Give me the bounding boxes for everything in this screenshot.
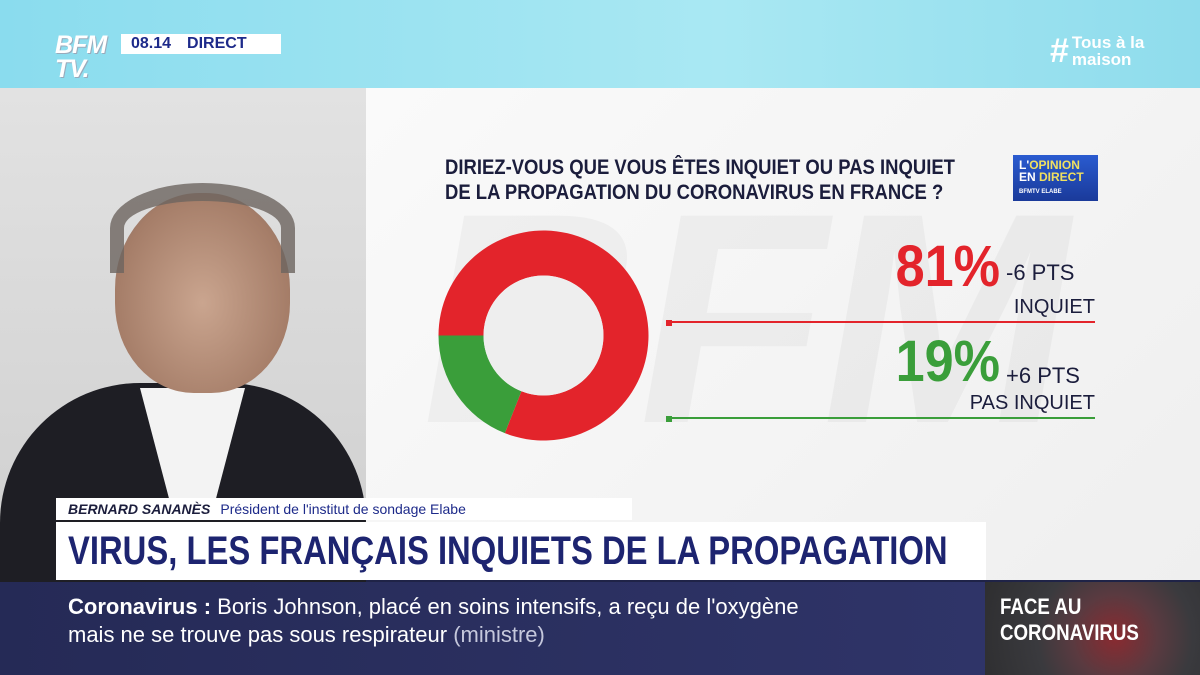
question-line2: DE LA PROPAGATION DU CORONAVIRUS EN FRAN… bbox=[445, 181, 944, 204]
headline-text: VIRUS, LES FRANÇAIS INQUIETS DE LA PROPA… bbox=[68, 529, 948, 573]
category-label-pas-inquiet: PAS INQUIET bbox=[969, 392, 1095, 414]
donut-chart bbox=[438, 230, 649, 441]
category-label-inquiet: INQUIET bbox=[1013, 296, 1095, 318]
ticker-topic: Coronavirus : bbox=[68, 594, 212, 619]
hashtag-line2: maison bbox=[1071, 50, 1132, 69]
guest-hair bbox=[110, 183, 295, 273]
news-ticker: Coronavirus : Boris Johnson, placé en so… bbox=[0, 582, 985, 675]
value-label-inquiet: 81% bbox=[895, 234, 1000, 299]
donut-slice-pas-inquiet bbox=[438, 335, 522, 434]
live-label: DIRECT bbox=[187, 35, 247, 52]
clock-time: 08.14 bbox=[131, 35, 172, 52]
divider-inquiet bbox=[668, 321, 1095, 323]
question-line1: DIRIEZ-VOUS QUE VOUS ÊTES INQUIET OU PAS… bbox=[445, 156, 955, 179]
program-line2: CORONAVIRUS bbox=[1000, 620, 1139, 645]
ticker-line1: Boris Johnson, placé en soins intensifs,… bbox=[217, 594, 799, 619]
program-title-box: FACE AU CORONAVIRUS bbox=[985, 582, 1200, 675]
legend-marker-inquiet bbox=[666, 320, 672, 326]
opinion-en-direct-badge: L'OPINION EN DIRECT BFMTV ELABE bbox=[1013, 155, 1098, 201]
badge-small: BFMTV ELABE bbox=[1019, 189, 1062, 195]
donut-slice-inquiet bbox=[438, 230, 649, 441]
ticker-line2: mais ne se trouve pas sous respirateur bbox=[68, 622, 448, 647]
legend-marker-pas-inquiet bbox=[666, 416, 672, 422]
poll-question: DIRIEZ-VOUS QUE VOUS ÊTES INQUIET OU PAS… bbox=[445, 155, 955, 205]
donut-hole bbox=[483, 275, 604, 396]
hash-icon: # bbox=[1050, 32, 1069, 70]
badge-text: EN bbox=[1019, 170, 1040, 184]
badge-text: DIRECT bbox=[1039, 170, 1084, 184]
guest-name: BERNARD SANANÈS bbox=[68, 501, 211, 517]
hashtag-tous-a-la-maison: # Tous à la maison bbox=[1050, 34, 1144, 68]
badge-text: L' bbox=[1019, 158, 1030, 172]
top-banner: BFM TV. 08.14 DIRECT # Tous à la maison bbox=[0, 0, 1200, 88]
headline-bar: VIRUS, LES FRANÇAIS INQUIETS DE LA PROPA… bbox=[56, 522, 986, 580]
value-label-pas-inquiet: 19% bbox=[895, 329, 1000, 394]
time-live-box: 08.14 DIRECT bbox=[121, 34, 281, 54]
bfmtv-logo: BFM TV. bbox=[55, 31, 107, 83]
badge-text: OPINION bbox=[1029, 158, 1080, 172]
hashtag-line1: Tous à la bbox=[1071, 33, 1145, 52]
guest-name-bar: BERNARD SANANÈS Président de l'institut … bbox=[56, 498, 632, 520]
ticker-source: (ministre) bbox=[453, 622, 545, 647]
change-inquiet: -6 PTS bbox=[1006, 260, 1075, 285]
divider-pas-inquiet bbox=[668, 417, 1095, 419]
guest-role: Président de l'institut de sondage Elabe bbox=[220, 501, 466, 517]
change-pas-inquiet: +6 PTS bbox=[1006, 363, 1080, 388]
program-line1: FACE AU bbox=[1000, 594, 1082, 619]
